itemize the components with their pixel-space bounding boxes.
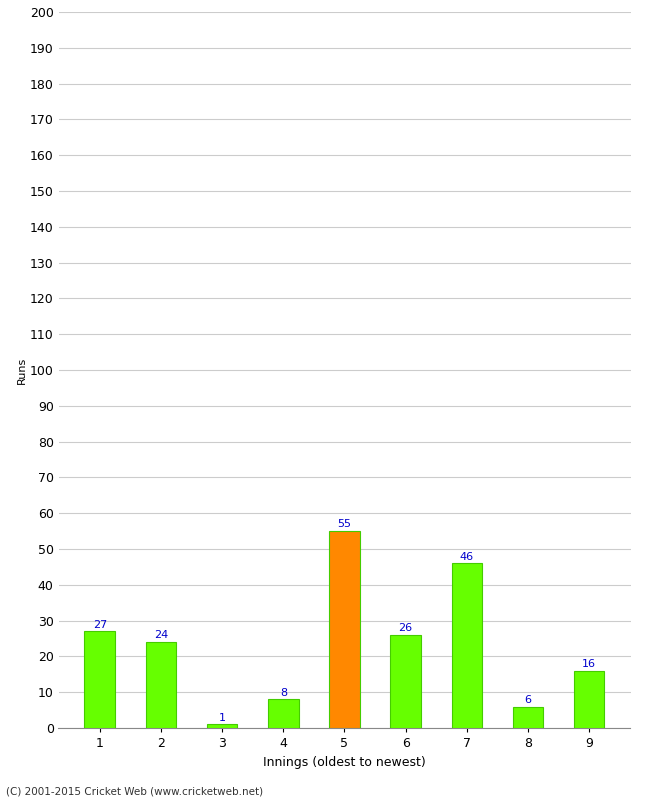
Bar xyxy=(268,699,298,728)
Text: 27: 27 xyxy=(93,619,107,630)
Bar xyxy=(146,642,176,728)
Text: 1: 1 xyxy=(218,713,226,722)
Text: 46: 46 xyxy=(460,551,474,562)
Text: 6: 6 xyxy=(525,694,532,705)
Bar xyxy=(452,563,482,728)
Text: 16: 16 xyxy=(582,659,596,669)
Bar xyxy=(207,725,237,728)
X-axis label: Innings (oldest to newest): Innings (oldest to newest) xyxy=(263,755,426,769)
Bar xyxy=(84,631,115,728)
Y-axis label: Runs: Runs xyxy=(17,356,27,384)
Bar xyxy=(329,531,360,728)
Text: 26: 26 xyxy=(398,623,413,633)
Text: 24: 24 xyxy=(154,630,168,640)
Text: 8: 8 xyxy=(280,687,287,698)
Bar xyxy=(574,670,605,728)
Bar xyxy=(513,706,543,728)
Bar xyxy=(391,635,421,728)
Text: (C) 2001-2015 Cricket Web (www.cricketweb.net): (C) 2001-2015 Cricket Web (www.cricketwe… xyxy=(6,786,264,796)
Text: 55: 55 xyxy=(337,519,352,530)
